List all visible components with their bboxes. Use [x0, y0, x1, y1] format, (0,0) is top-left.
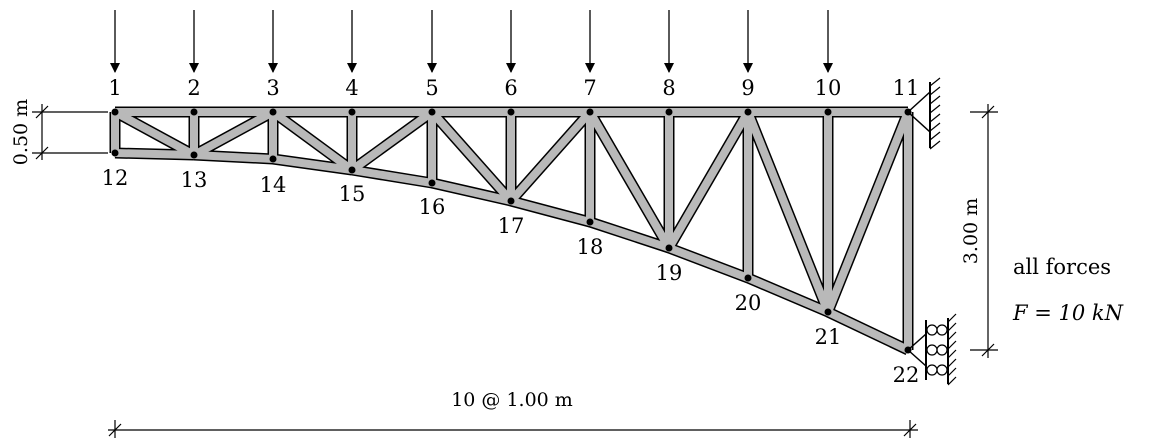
roller-support-node-22 — [907, 313, 957, 386]
joint-15 — [348, 166, 356, 174]
load-note-line-2: F = 10 kN — [1012, 301, 1124, 325]
node-label-15: 15 — [339, 182, 366, 206]
node-label-10: 10 — [815, 76, 842, 100]
member-18-19 — [588, 218, 671, 252]
member-19-20 — [667, 244, 750, 282]
joint-8 — [665, 108, 673, 116]
node-label-8: 8 — [662, 76, 675, 100]
joint-1 — [111, 108, 119, 116]
joint-14 — [269, 155, 277, 163]
member-9-21 — [744, 110, 832, 314]
joint-13 — [190, 151, 198, 159]
joint-7 — [586, 108, 594, 116]
member-21-11 — [824, 110, 912, 314]
node-label-18: 18 — [577, 235, 604, 259]
load-note-line-1: all forces — [1013, 255, 1111, 279]
node-label-4: 4 — [345, 76, 358, 100]
dimension-label-0-50m: 0.50 m — [10, 99, 32, 165]
joint-10 — [824, 108, 832, 116]
joint-6 — [507, 108, 515, 116]
joint-12 — [111, 149, 119, 157]
node-label-13: 13 — [181, 168, 208, 192]
node-label-21: 21 — [815, 325, 842, 349]
truss-members — [111, 108, 912, 354]
joint-2 — [190, 108, 198, 116]
joint-5 — [428, 108, 436, 116]
node-label-19: 19 — [656, 261, 683, 285]
node-label-14: 14 — [260, 173, 287, 197]
member-5-17 — [429, 109, 514, 204]
node-label-3: 3 — [266, 76, 279, 100]
member-13-3 — [192, 108, 275, 159]
hatch-lines — [929, 77, 941, 150]
node-label-20: 20 — [735, 291, 762, 315]
member-21-22 — [826, 308, 910, 354]
dimension-label-span: 10 @ 1.00 m — [451, 389, 573, 411]
node-label-12: 12 — [102, 166, 129, 190]
member-20-21 — [746, 274, 830, 316]
joint-20 — [744, 274, 752, 282]
node-label-6: 6 — [504, 76, 517, 100]
member-13-14 — [193, 151, 274, 163]
dimension-height-right: 3.00 m — [960, 104, 998, 358]
member-16-17 — [431, 179, 512, 205]
member-12-13 — [114, 149, 195, 159]
load-arrows — [110, 10, 833, 73]
dimension-label-3-00m: 3.00 m — [960, 198, 982, 264]
node-label-1: 1 — [108, 76, 121, 100]
member-15-16 — [351, 166, 433, 187]
node-label-2: 2 — [187, 76, 200, 100]
node-label-22: 22 — [893, 363, 920, 387]
node-label-16: 16 — [419, 195, 446, 219]
member-14-15 — [272, 155, 353, 174]
member-3-15 — [270, 108, 355, 174]
joint-9 — [744, 108, 752, 116]
node-label-9: 9 — [741, 76, 754, 100]
joint-19 — [665, 244, 673, 252]
member-15-5 — [349, 108, 435, 174]
member-7-19 — [586, 109, 673, 251]
node-label-17: 17 — [498, 214, 525, 238]
joint-21 — [824, 308, 832, 316]
pin-support-node-11 — [907, 77, 941, 150]
dimension-span: 10 @ 1.00 m — [108, 389, 918, 438]
joint-18 — [586, 218, 594, 226]
member-17-7 — [508, 109, 593, 204]
node-label-5: 5 — [425, 76, 438, 100]
node-label-11: 11 — [893, 76, 920, 100]
joint-3 — [269, 108, 277, 116]
member-19-9 — [665, 109, 752, 251]
member-1-13 — [113, 108, 196, 159]
joint-16 — [428, 179, 436, 187]
dimension-height-left: 0.50 m — [10, 99, 108, 165]
node-label-7: 7 — [583, 76, 596, 100]
hatch-lines — [947, 313, 957, 386]
member-17-18 — [509, 197, 592, 226]
joint-17 — [507, 197, 515, 205]
joint-4 — [348, 108, 356, 116]
